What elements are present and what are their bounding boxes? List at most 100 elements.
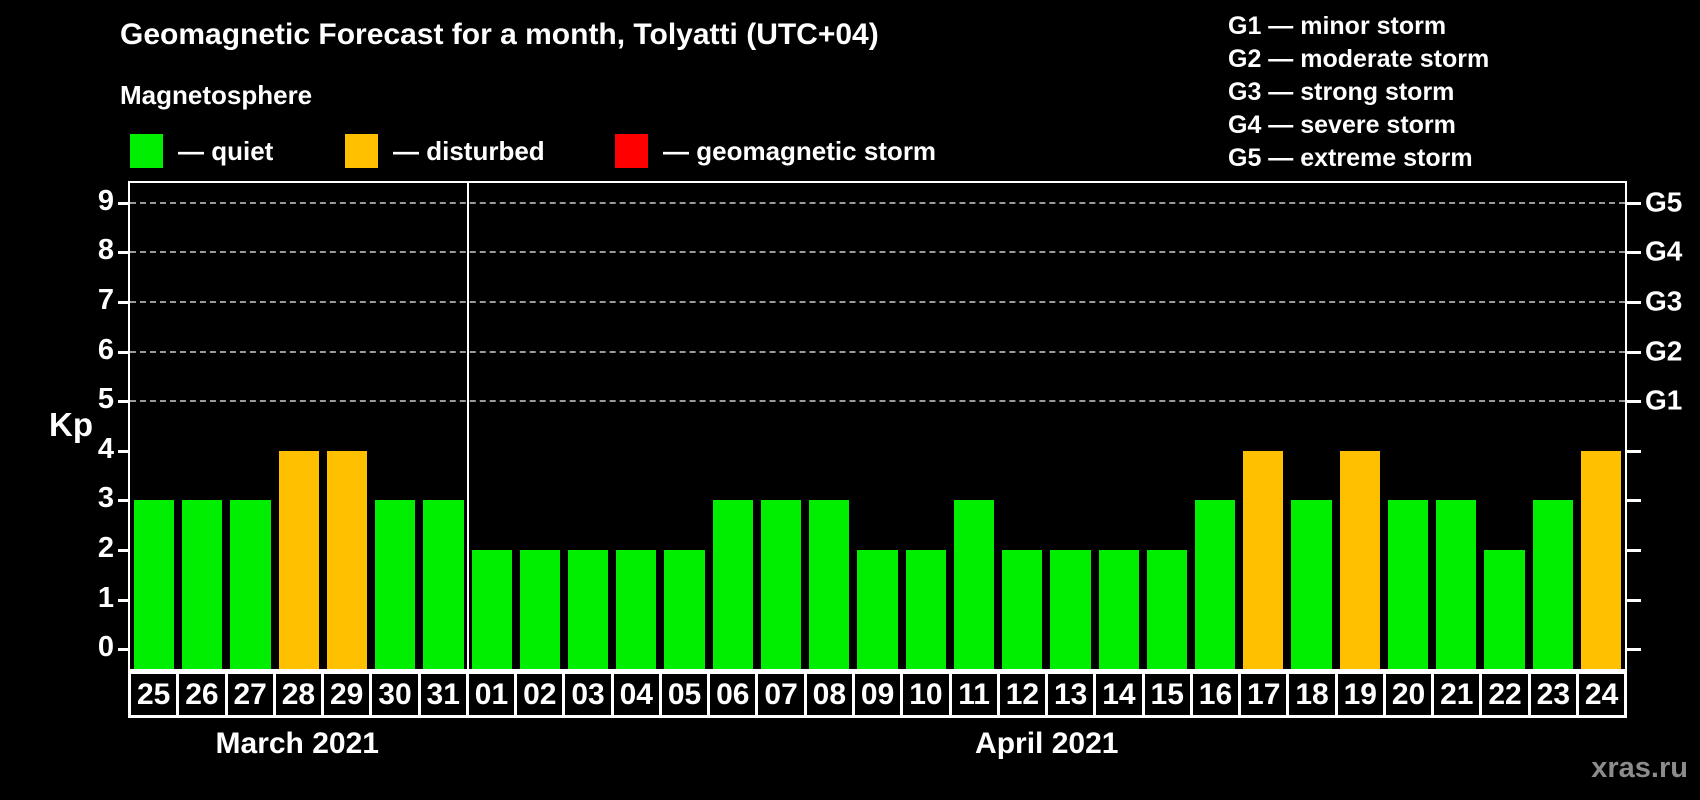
y-axis-tick-right [1627,648,1641,652]
g-legend-line-g4: G4 — severe storm [1228,111,1456,139]
y-axis-tick-left [118,301,128,305]
kp-bar [1194,500,1236,669]
kp-bar [664,549,705,669]
kp-bar [1050,549,1091,669]
y-axis-tick-left [118,350,128,354]
kp-bar [423,500,464,669]
y-axis-tick-label: 6 [97,333,114,366]
day-label: 22 [1479,671,1531,718]
day-label: 12 [996,671,1049,718]
kp-bar [134,500,175,669]
y-axis-tick-label: 3 [97,482,114,515]
kp-bar [1436,500,1477,669]
kp-bar [326,450,368,669]
gridline-kp9 [130,201,1625,204]
y-axis-tick-left [118,648,128,652]
day-label: 10 [900,671,952,718]
y-axis-tick-right [1627,251,1641,255]
kp-bar [1098,549,1139,669]
day-label: 25 [128,671,180,718]
kp-bar [375,500,416,669]
disturbed-swatch-icon [345,134,378,168]
g-legend-line-g5: G5 — extreme storm [1228,144,1473,172]
kp-bar [809,500,850,669]
g-legend-line-g1: G1 — minor storm [1228,12,1447,40]
y-axis-tick-label: 1 [97,581,114,614]
kp-bar [760,500,802,669]
legend-item-disturbed: — disturbed [345,134,545,168]
storm-swatch-icon [615,134,648,168]
legend-item-quiet: — quiet [130,134,273,168]
day-label: 08 [803,671,855,718]
day-row: 25 26 27 28 29 30 31 01 02 03 04 05 06 07 08 09 10 11 12 13… [128,671,1628,718]
day-label: 01 [465,671,518,718]
month-label: March 2021 [215,727,379,760]
day-label: 02 [514,671,566,718]
day-label: 11 [948,671,1000,718]
y-axis-tick-label: 8 [97,234,114,267]
kp-bar [519,549,561,669]
watermark-link[interactable]: xras.ru [1591,752,1688,784]
y-axis-tick-right [1627,499,1641,503]
kp-bar [1243,450,1284,669]
kp-bar [712,500,753,669]
legend-label-disturbed: — disturbed [393,135,545,166]
legend-label-quiet: — quiet [178,135,274,166]
day-label: 16 [1189,671,1242,718]
y-axis-tick-left [118,598,128,602]
month-label: April 2021 [975,727,1119,760]
y-axis-tick-label: 0 [97,631,114,664]
day-label: 29 [321,671,373,718]
plot-frame: 0 1 2 3 4 5 6 7 8 9 G1 G2 G3 G4 G5 [98,181,1682,671]
kp-bar [1291,500,1332,669]
y-axis-tick-label: 2 [97,532,114,565]
y-axis-tick-right [1627,548,1641,552]
g-scale-legend: G1 — minor storm G2 — moderate storm G3 … [1228,10,1489,175]
day-label: 24 [1575,671,1628,718]
kp-bar [905,549,946,669]
day-label: 18 [1286,671,1338,718]
g-axis-label-g5: G5 [1645,186,1683,218]
day-label: 19 [1334,671,1386,718]
y-axis-tick-left [118,548,128,552]
g-axis-label-g2: G2 [1645,334,1683,366]
y-axis-tick-right [1627,449,1641,453]
kp-bar [1339,450,1380,669]
day-label: 31 [417,671,469,718]
y-axis-tick-left [118,400,128,404]
kp-bar [182,500,223,669]
gridline-kp8 [130,251,1625,254]
y-axis-tick-label: 7 [97,284,114,317]
day-label: 07 [755,671,807,718]
day-label: 05 [658,671,711,718]
kp-bar [1002,549,1043,669]
kp-bar [1387,500,1429,669]
gridline-kp5 [130,400,1625,403]
day-label: 14 [1093,671,1145,718]
g-axis-label-g4: G4 [1645,235,1683,267]
day-label: 27 [224,671,276,718]
y-axis-tick-label: 5 [97,383,114,416]
legend-label-storm: — geomagnetic storm [663,135,937,166]
kp-bar [568,549,609,669]
y-axis-tick-left [118,201,128,205]
legend-item-storm: — geomagnetic storm [615,134,936,168]
gridline-kp7 [130,301,1625,304]
y-axis-tick-left [118,499,128,503]
g-legend-line-g2: G2 — moderate storm [1228,45,1490,73]
y-axis-tick-right [1627,350,1641,354]
y-axis-tick-right [1627,301,1641,305]
y-axis-title: Kp [49,406,93,443]
g-axis-label-g3: G3 [1645,285,1683,317]
magnetosphere-label: Magnetosphere [120,80,313,110]
page-title: Geomagnetic Forecast for a month, Tolyat… [120,18,879,51]
kp-bar [471,549,512,669]
y-axis-tick-label: 4 [97,432,114,465]
y-axis-tick-left [118,449,128,453]
day-label: 30 [369,671,421,718]
y-axis-tick-label: 9 [97,185,114,218]
month-separator [466,183,469,669]
kp-bar [1532,500,1573,669]
kp-bar [616,549,657,669]
day-label: 26 [176,671,228,718]
